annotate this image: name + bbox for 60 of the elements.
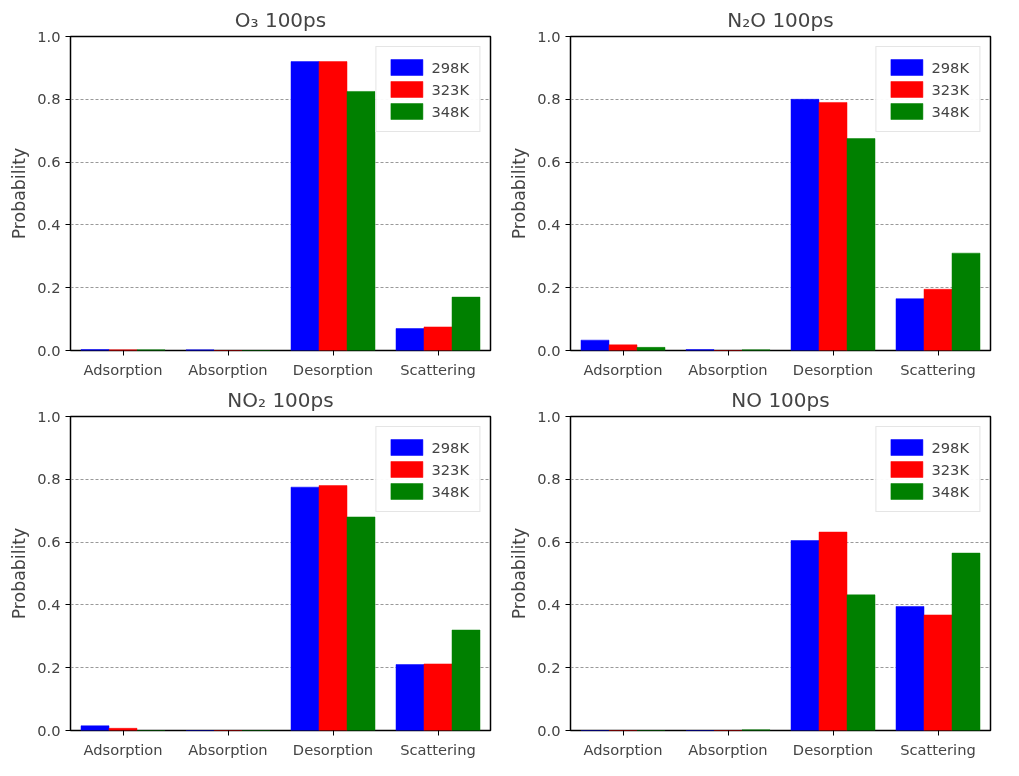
y-tick-label: 0.4: [37, 215, 61, 233]
y-tick-label: 0.0: [37, 721, 61, 739]
legend-label: 298K: [431, 438, 469, 456]
x-tick-label: Absorption: [188, 740, 268, 758]
y-tick-label: 1.0: [537, 407, 561, 425]
y-tick-label: 0.2: [37, 278, 61, 296]
legend-label: 348K: [931, 102, 969, 120]
y-tick-label: 0.0: [37, 341, 61, 359]
y-axis-title: Probability: [9, 527, 30, 620]
legend-label: 348K: [431, 482, 469, 500]
y-tick-label: 0.8: [37, 90, 61, 108]
y-tick-label: 0.8: [537, 470, 561, 488]
legend-label: 323K: [931, 460, 969, 478]
chart-title: N₂O 100ps: [727, 7, 834, 32]
legend-label: 323K: [431, 80, 469, 98]
y-tick-label: 0.6: [537, 153, 561, 171]
x-tick-label: Desorption: [292, 740, 374, 758]
legend-label: 298K: [931, 58, 969, 76]
x-tick-label: Absorption: [188, 360, 268, 378]
legend-label: 348K: [431, 102, 469, 120]
x-tick-label: Adsorption: [583, 740, 663, 758]
x-tick-label: Desorption: [792, 740, 874, 758]
y-tick-label: 0.0: [537, 341, 561, 359]
legend-label: 323K: [931, 80, 969, 98]
x-tick-label: Scattering: [900, 360, 976, 378]
y-tick-label: 0.4: [37, 595, 61, 613]
y-tick-label: 1.0: [37, 27, 61, 45]
chart-title: NO₂ 100ps: [227, 387, 334, 412]
y-tick-label: 0.6: [537, 533, 561, 551]
x-tick-label: Scattering: [900, 740, 976, 758]
y-tick-label: 0.6: [37, 153, 61, 171]
y-tick-label: 1.0: [537, 27, 561, 45]
y-tick-label: 0.8: [37, 470, 61, 488]
x-tick-label: Adsorption: [583, 360, 663, 378]
y-tick-label: 0.2: [537, 658, 561, 676]
y-tick-label: 0.6: [37, 533, 61, 551]
x-tick-label: Adsorption: [83, 740, 163, 758]
y-tick-label: 0.8: [537, 90, 561, 108]
x-tick-label: Absorption: [688, 740, 768, 758]
y-tick-label: 0.4: [537, 595, 561, 613]
x-tick-label: Desorption: [792, 360, 874, 378]
y-tick-label: 0.2: [37, 658, 61, 676]
y-axis-title: Probability: [509, 527, 530, 620]
y-tick-label: 0.2: [537, 278, 561, 296]
y-tick-label: 1.0: [37, 407, 61, 425]
y-axis-title: Probability: [509, 147, 530, 240]
y-tick-label: 0.4: [537, 215, 561, 233]
legend-label: 298K: [431, 58, 469, 76]
y-axis-title: Probability: [9, 147, 30, 240]
x-tick-label: Absorption: [688, 360, 768, 378]
legend-label: 323K: [431, 460, 469, 478]
legend-label: 298K: [931, 438, 969, 456]
x-tick-label: Scattering: [400, 740, 476, 758]
x-tick-label: Desorption: [292, 360, 374, 378]
chart-title: NO 100ps: [731, 387, 830, 412]
legend-label: 348K: [931, 482, 969, 500]
x-tick-label: Scattering: [400, 360, 476, 378]
chart-title: O₃ 100ps: [234, 7, 327, 32]
x-tick-label: Adsorption: [83, 360, 163, 378]
y-tick-label: 0.0: [537, 721, 561, 739]
